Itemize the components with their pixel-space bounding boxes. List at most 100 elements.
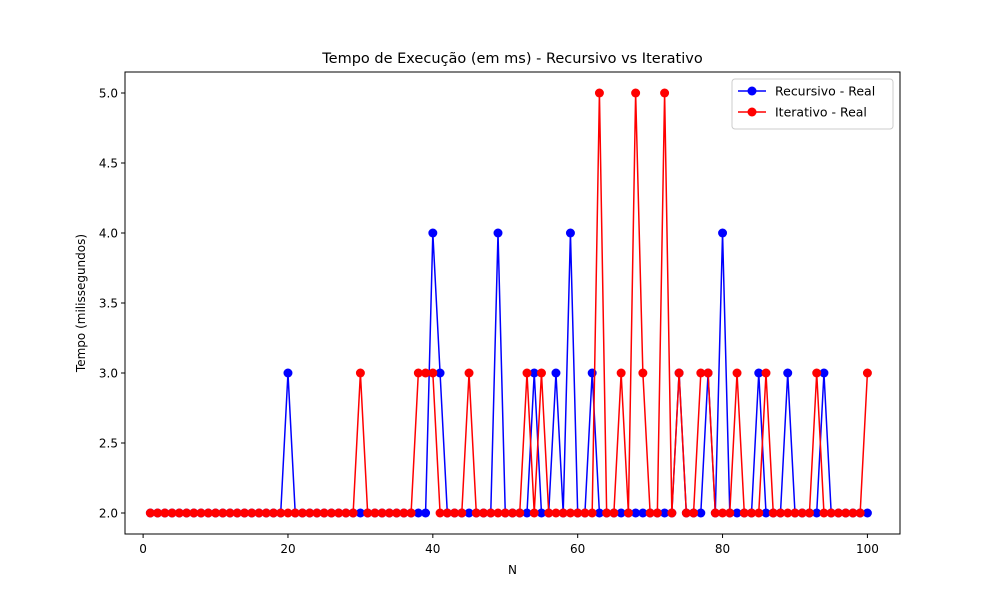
- data-point: [718, 508, 728, 518]
- data-point: [718, 228, 728, 238]
- data-point: [384, 508, 394, 518]
- data-point: [573, 508, 583, 518]
- legend-label: Iterativo - Real: [775, 105, 867, 120]
- data-point: [348, 508, 358, 518]
- data-point: [399, 508, 409, 518]
- data-point: [783, 508, 793, 518]
- data-point: [355, 508, 365, 518]
- data-point: [602, 508, 612, 518]
- data-point: [638, 508, 648, 518]
- data-point: [631, 88, 641, 98]
- data-point: [544, 508, 554, 518]
- data-point: [754, 368, 764, 378]
- data-point: [645, 508, 655, 518]
- data-point: [536, 508, 546, 518]
- data-point: [464, 368, 474, 378]
- data-point: [551, 508, 561, 518]
- data-point: [580, 508, 590, 518]
- data-point: [486, 508, 496, 518]
- data-point: [196, 508, 206, 518]
- data-point: [457, 508, 467, 518]
- data-point: [254, 508, 264, 518]
- data-point: [761, 368, 771, 378]
- chart-title: Tempo de Execução (em ms) - Recursivo vs…: [321, 51, 703, 67]
- data-point: [638, 368, 648, 378]
- data-point: [290, 508, 300, 518]
- data-point: [464, 508, 474, 518]
- data-point: [508, 508, 517, 518]
- data-point: [558, 508, 568, 518]
- data-point: [529, 368, 539, 378]
- data-point: [421, 508, 431, 518]
- data-point: [522, 368, 532, 378]
- data-point: [363, 508, 373, 518]
- y-axis-label: Tempo (milissegundos): [74, 234, 88, 373]
- data-point: [826, 508, 836, 518]
- data-point: [623, 508, 633, 518]
- data-point: [732, 368, 742, 378]
- data-point: [240, 508, 250, 518]
- data-point: [833, 508, 843, 518]
- data-point: [174, 508, 184, 518]
- data-point: [435, 508, 445, 518]
- x-axis-label: N: [508, 563, 517, 577]
- series-2: [145, 88, 872, 518]
- data-point: [189, 508, 199, 518]
- data-point: [493, 508, 503, 518]
- legend: Recursivo - Real Iterativo - Real: [731, 78, 894, 130]
- legend-marker: [747, 107, 757, 117]
- data-point: [305, 508, 315, 518]
- data-point: [355, 368, 365, 378]
- data-point: [594, 88, 604, 98]
- data-point: [565, 228, 575, 238]
- data-point: [689, 508, 699, 518]
- y-tick-label: 2.0: [99, 507, 118, 521]
- data-point: [428, 368, 438, 378]
- data-point: [413, 508, 423, 518]
- data-point: [392, 508, 402, 518]
- data-point: [435, 368, 445, 378]
- legend-label: Recursivo - Real: [775, 84, 875, 99]
- data-point: [616, 368, 626, 378]
- data-point: [616, 508, 626, 518]
- x-tick-label: 20: [280, 542, 295, 556]
- data-point: [768, 508, 778, 518]
- data-point: [413, 368, 423, 378]
- data-point: [848, 508, 858, 518]
- data-point: [283, 508, 293, 518]
- data-point: [804, 508, 814, 518]
- data-point: [862, 508, 872, 518]
- data-point: [855, 508, 865, 518]
- data-point: [442, 508, 452, 518]
- data-point: [312, 508, 322, 518]
- data-point: [747, 508, 757, 518]
- series-line: [150, 92, 869, 514]
- data-point: [812, 368, 822, 378]
- data-point: [247, 508, 257, 518]
- data-point: [493, 228, 503, 238]
- data-point: [522, 508, 532, 518]
- data-point: [370, 508, 380, 518]
- y-tick-label: 4.0: [99, 227, 118, 241]
- y-tick-label: 5.0: [99, 87, 118, 101]
- data-point: [268, 508, 278, 518]
- data-point: [406, 508, 416, 518]
- data-point: [421, 368, 431, 378]
- data-point: [551, 368, 561, 378]
- series-layer: [145, 88, 872, 518]
- data-point: [450, 508, 460, 518]
- data-point: [377, 508, 387, 518]
- plot-frame: [124, 71, 901, 535]
- data-point: [609, 508, 619, 518]
- data-point: [319, 508, 329, 518]
- x-tick-label: 60: [570, 542, 585, 556]
- x-tick-label: 80: [715, 542, 730, 556]
- data-point: [500, 508, 510, 518]
- data-point: [739, 508, 749, 518]
- data-point: [696, 508, 706, 518]
- data-point: [203, 508, 213, 518]
- data-point: [841, 508, 851, 518]
- data-point: [341, 508, 351, 518]
- data-point: [761, 508, 771, 518]
